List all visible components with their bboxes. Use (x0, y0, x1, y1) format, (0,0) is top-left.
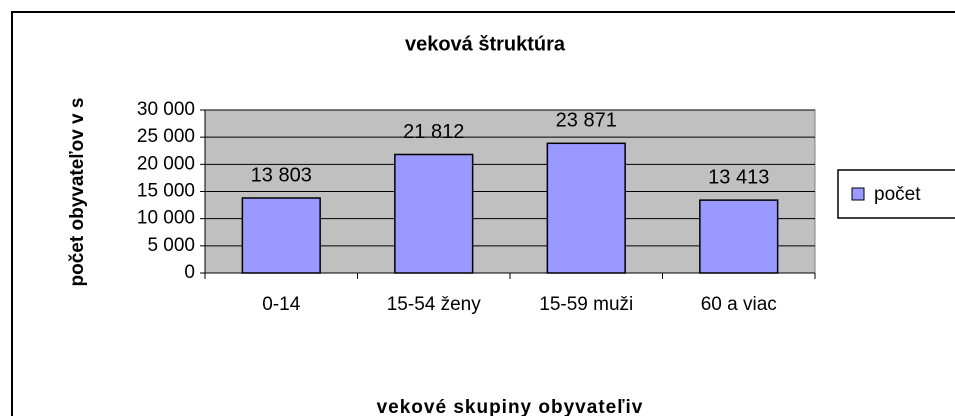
y-axis-title: počet obyvateľov v s (67, 98, 88, 287)
x-axis-title: vekové skupiny obyvateľiv (377, 397, 644, 416)
data-label: 21 812 (403, 121, 464, 143)
data-label: 13 803 (251, 164, 312, 186)
bar (394, 153, 474, 274)
legend-swatch (851, 187, 865, 201)
bar (241, 197, 321, 274)
y-tick-label: 30 000 (137, 99, 195, 120)
bar (699, 199, 779, 274)
y-tick-label: 10 000 (137, 208, 195, 229)
chart-title: veková štruktúra (405, 33, 566, 55)
legend-label: počet (874, 184, 921, 205)
x-tick-label: 0-14 (262, 294, 300, 315)
bar (546, 142, 626, 274)
y-tick-label: 5 000 (147, 235, 195, 256)
y-tick-label: 15 000 (137, 181, 195, 202)
y-tick-label: 20 000 (137, 153, 195, 174)
x-tick-label: 60 a viac (701, 294, 777, 315)
data-label: 13 413 (708, 166, 769, 188)
data-label: 23 871 (556, 110, 617, 132)
y-tick-label: 25 000 (137, 126, 195, 147)
y-tick-label: 0 (184, 262, 195, 283)
x-tick-label: 15-54 ženy (387, 294, 482, 315)
x-tick-label: 15-59 muži (539, 294, 633, 315)
